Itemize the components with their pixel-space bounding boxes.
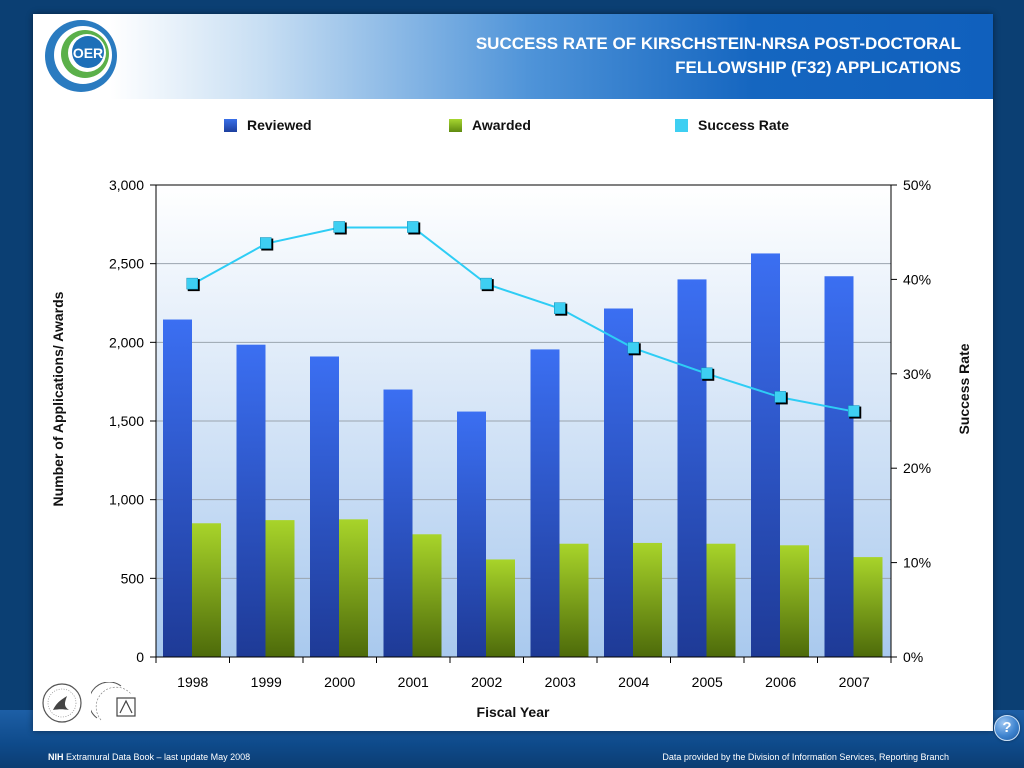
success-rate-marker [701,367,713,380]
success-rate-marker [554,302,566,314]
x-tick-label: 2006 [765,674,796,690]
success-rate-marker [480,277,492,290]
legend-item-awarded: Awarded [449,117,531,133]
x-axis-label: Fiscal Year [476,704,550,720]
y-tick-label-left: 2,000 [109,334,144,350]
bar-awarded [486,559,515,657]
bar-awarded [339,519,368,657]
x-tick-label: 2004 [618,674,649,690]
bar-awarded [192,523,221,657]
y-tick-label-right: 50% [903,177,931,193]
y-tick-label-right: 10% [903,555,931,571]
bar-awarded [853,557,883,657]
title-line-2: FELLOWSHIP (F32) APPLICATIONS [675,58,961,77]
footer-right: Data provided by the Division of Informa… [662,752,949,762]
bars [163,253,883,657]
bar-reviewed [751,253,780,657]
page-title: SUCCESS RATE OF KIRSCHSTEIN-NRSA POST-DO… [361,32,961,80]
y-axis-label-right: Success Rate [956,343,972,435]
y-tick-label-left: 3,000 [109,177,144,193]
bar-awarded [412,534,442,657]
plot-border [155,184,892,658]
header-banner: OER SUCCESS RATE OF KIRSCHSTEIN-NRSA POS… [33,14,993,99]
slide: OER SUCCESS RATE OF KIRSCHSTEIN-NRSA POS… [33,14,1020,741]
bar-reviewed [824,276,854,657]
success-rate-line [186,221,862,419]
bar-reviewed [677,279,707,657]
legend-swatch-awarded [449,118,462,132]
x-tick-label: 2001 [398,674,429,690]
footer-left-text: Extramural Data Book – last update May 2… [63,752,251,762]
bar-reviewed [530,349,560,657]
x-tick-label: 2000 [324,674,355,690]
x-tick-label: 1999 [251,674,282,690]
bar-awarded [559,543,589,657]
footer-nih: NIH [48,752,64,762]
bar-reviewed [310,356,339,657]
legend-label-reviewed: Reviewed [247,117,312,133]
bar-awarded [265,520,295,657]
legend-item-success-rate: Success Rate [675,117,789,133]
y-tick-label-left: 2,500 [109,256,144,272]
x-tick-label: 2002 [471,674,502,690]
chart: 0 500 1,000 1,500 2,000 2,500 3,000 0% 10% 20% 30%… [109,177,931,690]
legend: Reviewed Awarded Success Rate [33,117,993,137]
y-axis-label-left: Number of Applications/ Awards [50,291,66,507]
bar-awarded [780,545,809,657]
legend-label-awarded: Awarded [472,117,531,133]
help-button[interactable]: ? [994,715,1020,741]
bar-reviewed [383,389,413,657]
x-tick-label: 2003 [545,674,576,690]
x-tick-label: 2005 [692,674,723,690]
y-tick-label-right: 40% [903,271,931,287]
oer-logo-icon: OER [45,20,117,92]
y-tick-label-right: 20% [903,460,931,476]
bar-reviewed [236,344,266,657]
legend-swatch-reviewed [224,118,237,132]
y-tick-label-right: 0% [903,649,923,665]
success-rate-marker [260,237,272,249]
bar-reviewed [163,319,192,657]
bar-reviewed [604,308,633,657]
legend-swatch-success-rate [675,118,688,132]
oer-logo-text: OER [73,45,103,61]
y-tick-label-left: 500 [121,570,145,586]
success-rate-marker [407,221,419,233]
success-rate-marker [186,277,198,290]
y-tick-label-left: 1,500 [109,413,144,429]
y-tick-label-right: 30% [903,366,931,382]
footer-left: NIH Extramural Data Book – last update M… [48,752,250,762]
success-rate-marker [627,342,639,354]
title-line-1: SUCCESS RATE OF KIRSCHSTEIN-NRSA POST-DO… [475,34,961,53]
x-tick-label: 1998 [177,674,208,690]
success-rate-marker [848,405,860,417]
success-rate-marker [333,221,345,233]
axes: 0 500 1,000 1,500 2,000 2,500 3,000 0% 10% 20% 30%… [109,177,931,690]
bar-awarded [706,543,736,657]
bar-reviewed [457,411,486,657]
bar-awarded [633,542,662,657]
nih-logo-icon [91,682,136,721]
y-tick-label-left: 1,000 [109,492,144,508]
success-rate-polyline [192,226,855,413]
x-tick-label: 2007 [839,674,870,690]
legend-label-success-rate: Success Rate [698,117,790,133]
legend-item-reviewed: Reviewed [224,117,312,133]
success-rate-marker [774,391,786,403]
hhs-seal-icon [42,683,82,723]
y-tick-label-left: 0 [136,649,144,665]
